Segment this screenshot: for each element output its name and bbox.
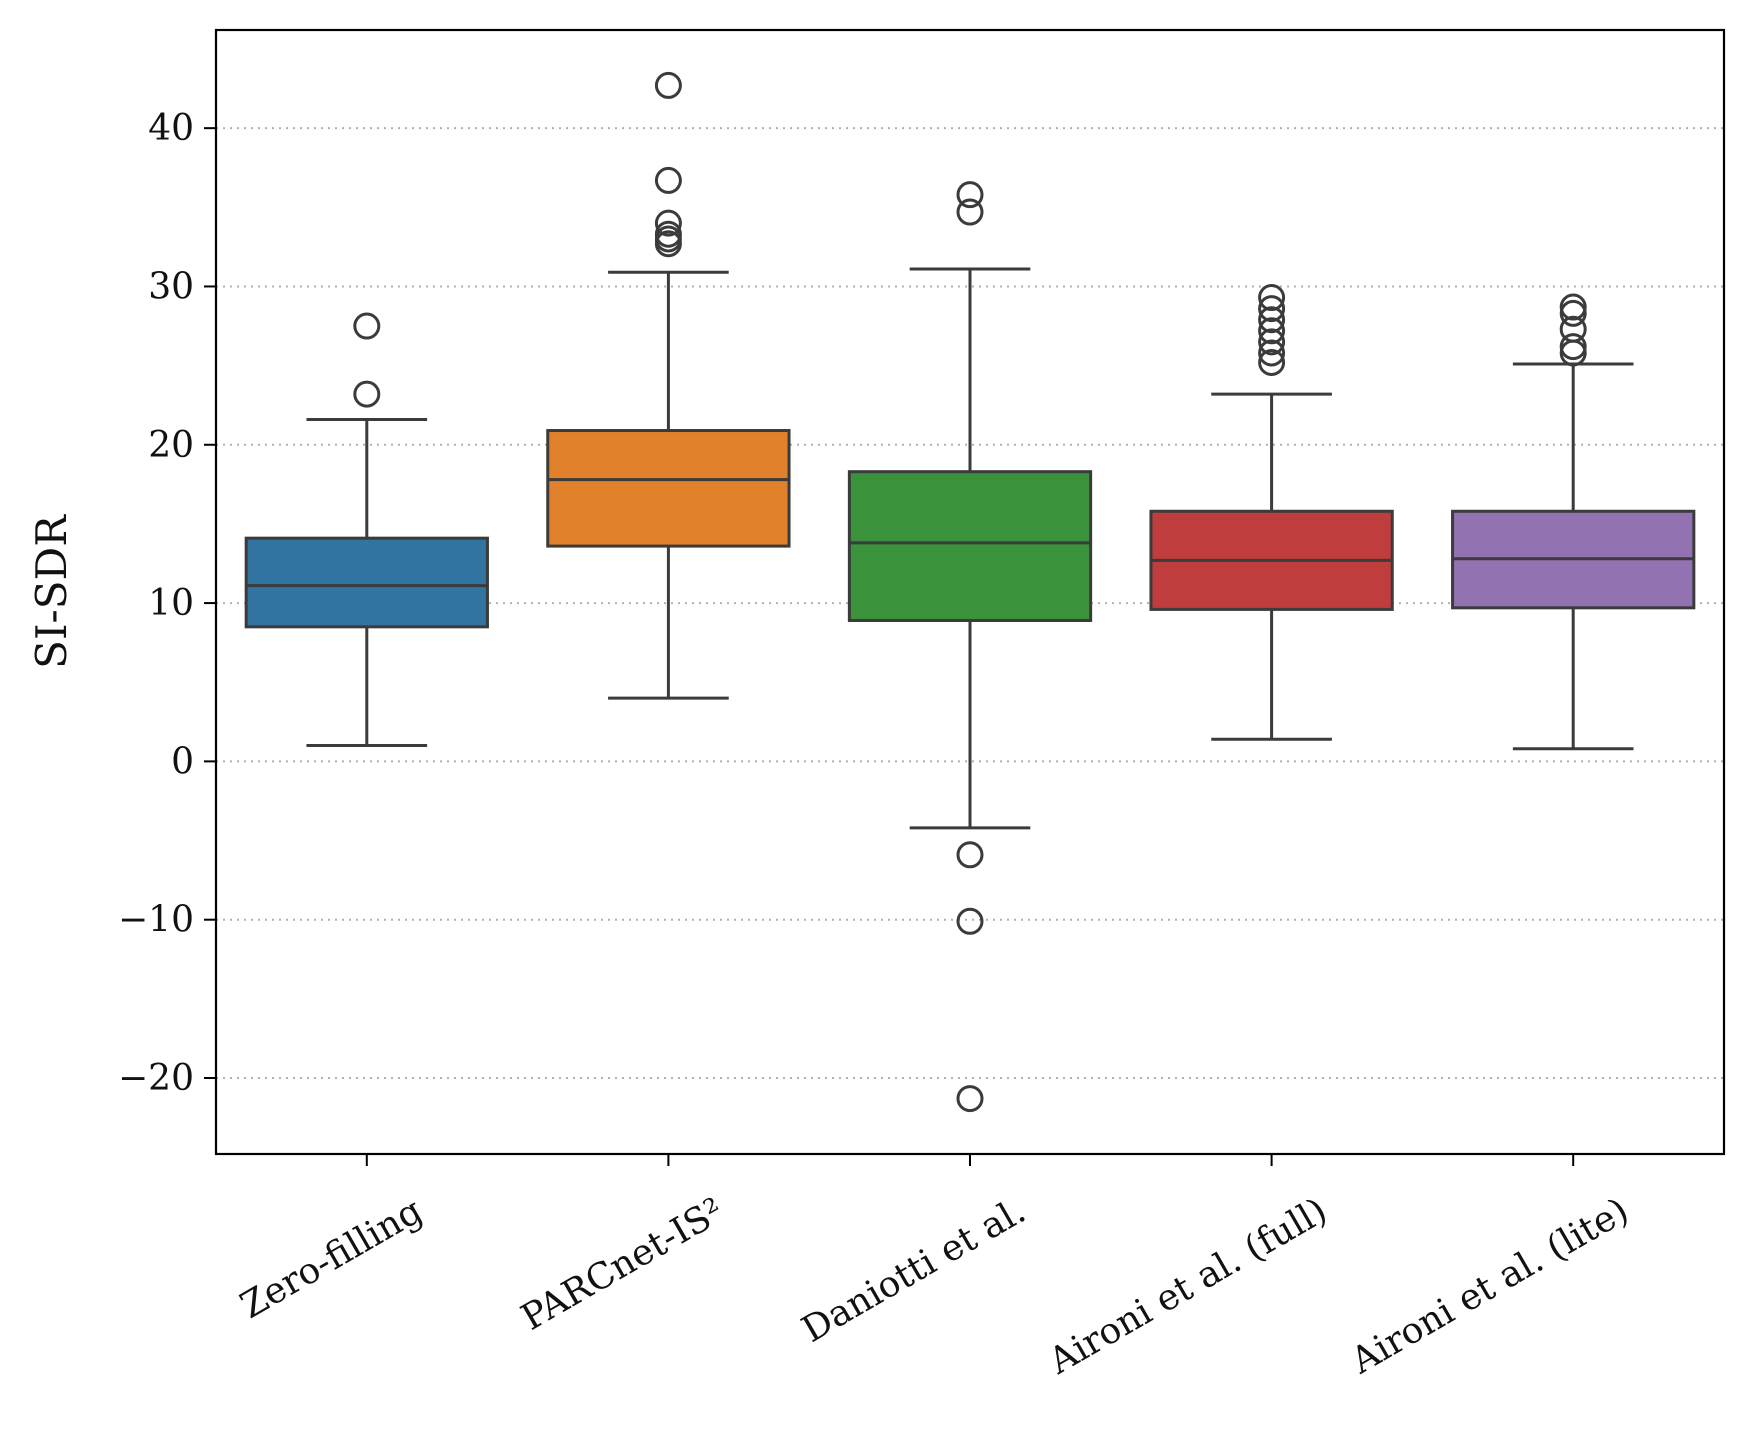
- y-axis-label: SI-SDR: [27, 514, 76, 669]
- outlier-point: [956, 181, 984, 209]
- plot-area: [244, 71, 1696, 1113]
- box: [546, 429, 791, 548]
- outlier-point: [1258, 328, 1286, 356]
- box: [244, 536, 489, 629]
- y-tick-label: 30: [148, 266, 194, 307]
- outlier-point: [353, 380, 381, 408]
- y-tick-label: 10: [148, 583, 194, 624]
- x-tick-label: Aironi et al. (full): [1041, 1190, 1334, 1383]
- outlier-point: [956, 907, 984, 935]
- outlier-point: [1258, 317, 1286, 345]
- outlier-point: [1258, 306, 1286, 334]
- outlier-point: [1559, 299, 1587, 327]
- outlier-point: [1258, 348, 1286, 376]
- box-group: [847, 181, 1093, 1113]
- box-group: [244, 312, 489, 748]
- y-tick-label: −10: [118, 900, 194, 941]
- outlier-point: [654, 220, 682, 248]
- y-tick-label: 40: [148, 108, 194, 149]
- y-tick-label: −20: [118, 1058, 194, 1099]
- outlier-point: [1559, 315, 1587, 343]
- box-group: [546, 71, 791, 700]
- box-group: [1451, 293, 1696, 751]
- outlier-point: [956, 198, 984, 226]
- outlier-point: [1559, 293, 1587, 321]
- outlier-point: [956, 1085, 984, 1113]
- outlier-point: [353, 312, 381, 340]
- outlier-point: [1258, 295, 1286, 323]
- box: [847, 470, 1093, 622]
- outlier-point: [654, 209, 682, 237]
- outlier-point: [1258, 339, 1286, 367]
- y-tick-label: 20: [148, 425, 194, 466]
- x-tick-label: PARCnet-IS²: [515, 1190, 731, 1339]
- y-tick-label: 0: [171, 741, 194, 782]
- x-tick-label: Aironi et al. (lite): [1344, 1190, 1636, 1382]
- outlier-point: [956, 841, 984, 869]
- outlier-point: [654, 166, 682, 194]
- x-tick-label: Zero-filling: [234, 1190, 430, 1327]
- box-group: [1149, 284, 1394, 741]
- outlier-point: [1258, 284, 1286, 312]
- x-axis: Zero-filling PARCnet-IS² Daniotti et al. Ai…: [234, 1154, 1636, 1383]
- outlier-point: [1559, 333, 1587, 361]
- outlier-point: [654, 71, 682, 99]
- x-tick-label: Daniotti et al.: [795, 1190, 1032, 1351]
- y-axis: −20 −10 0 10 20 30 40: [118, 108, 216, 1099]
